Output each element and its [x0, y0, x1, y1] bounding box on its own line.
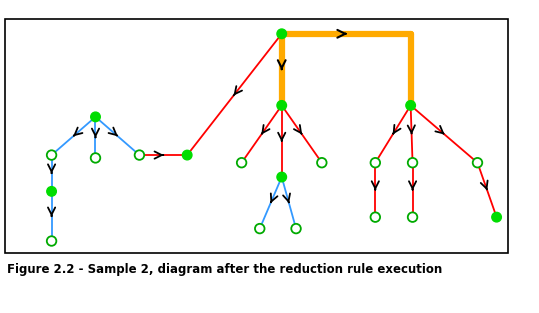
Circle shape [255, 224, 265, 233]
Circle shape [47, 187, 57, 196]
Text: Figure 2.2 - Sample 2, diagram after the reduction rule execution: Figure 2.2 - Sample 2, diagram after the… [6, 263, 442, 276]
Circle shape [406, 101, 416, 110]
Circle shape [47, 236, 57, 246]
Circle shape [473, 158, 482, 167]
Circle shape [277, 29, 287, 38]
Circle shape [91, 153, 100, 163]
Circle shape [91, 112, 100, 122]
Circle shape [370, 158, 380, 167]
Bar [5, 19, 508, 254]
Circle shape [370, 212, 380, 222]
Circle shape [291, 224, 301, 233]
Circle shape [317, 158, 327, 167]
Circle shape [237, 158, 246, 167]
Circle shape [492, 212, 501, 222]
Circle shape [135, 150, 144, 160]
Circle shape [277, 101, 287, 110]
Circle shape [182, 150, 192, 160]
Circle shape [47, 150, 57, 160]
Circle shape [408, 158, 417, 167]
Circle shape [277, 172, 287, 182]
Circle shape [408, 212, 417, 222]
